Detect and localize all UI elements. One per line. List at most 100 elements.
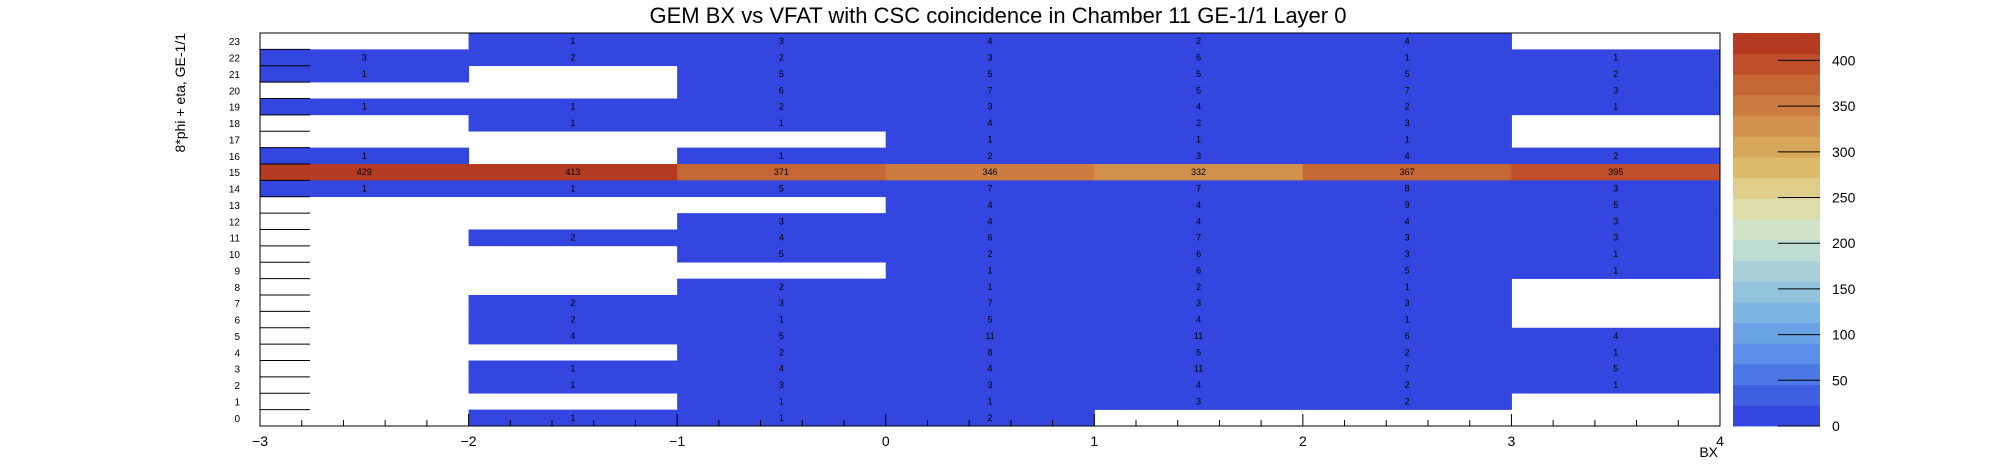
heatmap-cell [260, 65, 470, 83]
y-tick-label: 6 [234, 316, 240, 327]
cell-value-label: 1 [570, 102, 575, 112]
palette-swatch [1733, 281, 1820, 303]
cell-value-label: 3 [779, 36, 784, 46]
palette-swatch [1733, 363, 1820, 386]
y-tick-label: 17 [229, 135, 241, 146]
cell-value-label: 3 [1613, 233, 1618, 243]
palette-tick-label: 100 [1832, 327, 1856, 343]
heatmap-cell [1302, 360, 1512, 378]
cell-value-label: 2 [779, 53, 784, 63]
palette-tick-label: 150 [1832, 281, 1856, 297]
cell-value-label: 7 [987, 85, 992, 95]
heatmap-cell [885, 360, 1095, 378]
cell-value-label: 3 [1196, 298, 1201, 308]
y-tick-label: 23 [229, 37, 241, 48]
chart-title: GEM BX vs VFAT with CSC coincidence in C… [650, 3, 1347, 28]
heatmap-cell [885, 262, 1095, 279]
cell-value-label: 1 [362, 69, 367, 79]
heatmap-cell [468, 98, 678, 116]
heatmap-cell [1302, 196, 1512, 214]
palette-swatch [1733, 95, 1820, 117]
cell-value-label: 4 [1405, 151, 1410, 161]
cell-value-label: 8 [1405, 184, 1410, 194]
cell-value-label: 2 [1405, 396, 1410, 406]
cell-value-label: 1 [779, 315, 784, 325]
heatmap-cell [1094, 393, 1304, 410]
heatmap-cell [1094, 114, 1304, 132]
heatmap-cell [260, 147, 470, 165]
heatmap-cell [1302, 262, 1512, 279]
cell-value-label: 2 [570, 53, 575, 63]
heatmap-cell [885, 82, 1095, 99]
cell-value-label: 9 [1405, 200, 1410, 210]
y-axis-label: 8*phi + eta, GE-1/1 [172, 33, 188, 153]
y-tick-label: 21 [229, 70, 241, 81]
cell-value-label: 1 [987, 282, 992, 292]
heatmap-cell [468, 311, 678, 329]
cell-value-label: 4 [1196, 216, 1201, 226]
cell-value-label: 2 [1405, 380, 1410, 390]
cell-value-label: 429 [357, 167, 372, 177]
heatmap-cell [1511, 376, 1721, 394]
cell-value-label: 5 [779, 331, 784, 341]
cell-value-label: 2 [570, 233, 575, 243]
cell-value-label: 1 [1613, 380, 1618, 390]
cell-value-label: 4 [987, 200, 992, 210]
heatmap-cell [1302, 393, 1512, 410]
cell-value-label: 2 [1405, 347, 1410, 357]
cell-value-label: 4 [1405, 36, 1410, 46]
cell-value-label: 4 [1196, 380, 1201, 390]
heatmap-cell [885, 311, 1095, 329]
heatmap-cell [1302, 278, 1512, 296]
heatmap-cell [468, 49, 678, 67]
heatmap-cell [677, 311, 887, 329]
cell-value-label: 5 [1196, 85, 1201, 95]
heatmap-cell [1302, 180, 1512, 198]
heatmap-cell [468, 180, 678, 198]
heatmap-cell [1511, 262, 1721, 279]
heatmap-cell [885, 164, 1095, 181]
heatmap-cell [1094, 98, 1304, 116]
x-tick-label: 4 [1716, 433, 1724, 449]
cell-value-label: 4 [987, 36, 992, 46]
heatmap-cell [260, 49, 470, 67]
cell-value-label: 1 [570, 118, 575, 128]
heatmap-cell [677, 114, 887, 132]
x-tick-label: −2 [461, 433, 477, 449]
cell-value-label: 4 [1613, 331, 1618, 341]
heatmap-cell [1302, 49, 1512, 67]
cell-value-label: 1 [987, 396, 992, 406]
heatmap-cell [468, 409, 678, 427]
heatmap-cell [1094, 131, 1304, 148]
cell-value-label: 11 [1194, 364, 1203, 374]
heatmap-cell [1094, 360, 1304, 378]
cell-value-label: 1 [779, 151, 784, 161]
heatmap-cell [1302, 376, 1512, 394]
palette-swatch [1733, 343, 1820, 365]
heatmap-cell [1302, 311, 1512, 329]
heatmap-cell [677, 278, 887, 296]
cell-value-label: 5 [987, 69, 992, 79]
y-tick-label: 3 [234, 365, 240, 376]
y-tick-label: 11 [230, 234, 241, 245]
heatmap-cell [1094, 262, 1304, 279]
y-tick-label: 1 [234, 397, 240, 408]
heatmap-cell [468, 360, 678, 378]
cell-value-label: 2 [779, 347, 784, 357]
cell-value-label: 4 [987, 216, 992, 226]
cell-value-label: 1 [570, 184, 575, 194]
heatmap-cell [260, 180, 470, 198]
cell-value-label: 3 [987, 380, 992, 390]
heatmap-cell [1094, 147, 1304, 165]
x-axis-label: BX [1699, 444, 1718, 460]
y-tick-label: 2 [234, 381, 240, 392]
palette-swatch [1733, 177, 1820, 199]
y-tick-label: 0 [234, 414, 240, 425]
cell-value-label: 395 [1608, 167, 1623, 177]
y-tick-label: 7 [234, 299, 240, 310]
cell-value-label: 7 [987, 298, 992, 308]
cell-value-label: 11 [985, 331, 994, 341]
heatmap-cell [1511, 49, 1721, 67]
cell-value-label: 1 [1613, 102, 1618, 112]
cell-value-label: 4 [1196, 200, 1201, 210]
